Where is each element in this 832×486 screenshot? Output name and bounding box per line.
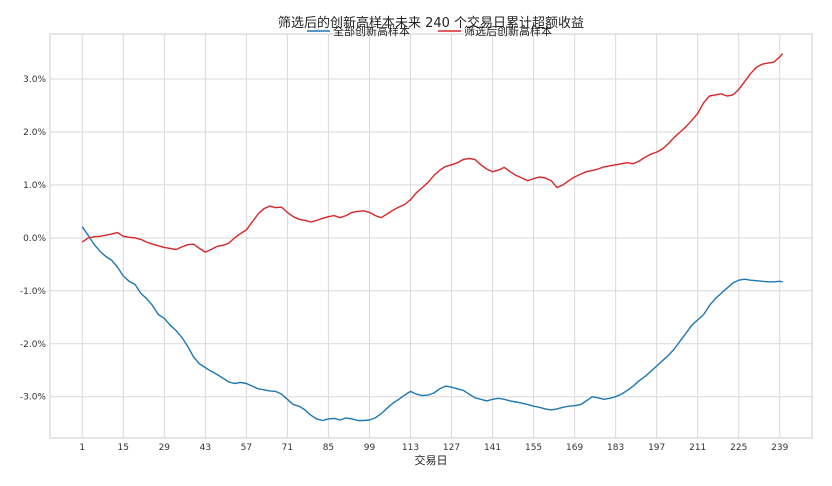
x-tick-label: 155 xyxy=(525,443,542,453)
x-tick-label: 43 xyxy=(200,443,211,453)
series-line-all xyxy=(81,226,783,422)
y-tick-label: 3.0% xyxy=(23,75,46,85)
ticks: 1 15 29 43 57 71 85 99 113 127 141 155 169 183 197 211 2… xyxy=(20,75,789,453)
x-tick-label: 99 xyxy=(364,443,376,453)
grid xyxy=(50,34,812,438)
x-tick-label: 113 xyxy=(402,443,419,453)
x-tick-label: 15 xyxy=(118,443,129,453)
x-tick-label: 169 xyxy=(566,443,583,453)
chart-title: 筛选后的创新高样本未来 240 个交易日累计超额收益 xyxy=(278,15,584,31)
x-tick-label: 71 xyxy=(282,443,293,453)
series-layer xyxy=(81,53,784,422)
x-tick-label: 1 xyxy=(79,443,85,453)
series-line-filtered xyxy=(81,53,784,253)
x-tick-label: 225 xyxy=(730,443,747,453)
legend: 全部创新高样本 筛选后创新高样本 xyxy=(307,24,552,38)
y-tick-label: -2.0% xyxy=(20,340,47,350)
y-tick-label: -3.0% xyxy=(20,393,47,403)
x-tick-label: 57 xyxy=(241,443,252,453)
x-tick-label: 29 xyxy=(159,443,171,453)
legend-label-filtered: 筛选后创新高样本 xyxy=(464,24,552,38)
y-tick-label: 2.0% xyxy=(23,128,46,138)
y-tick-label: 0.0% xyxy=(23,234,46,244)
plot-area xyxy=(49,33,813,439)
x-tick-label: 183 xyxy=(607,443,624,453)
x-tick-label: 239 xyxy=(771,443,788,453)
x-axis-label: 交易日 xyxy=(415,453,448,467)
y-tick-label: -1.0% xyxy=(20,287,47,297)
legend-label-all: 全部创新高样本 xyxy=(333,24,410,38)
x-tick-label: 197 xyxy=(648,443,665,453)
x-tick-label: 141 xyxy=(484,443,501,453)
x-tick-label: 211 xyxy=(689,443,706,453)
x-tick-label: 85 xyxy=(323,443,334,453)
x-tick-label: 127 xyxy=(443,443,460,453)
y-tick-label: 1.0% xyxy=(23,181,46,191)
